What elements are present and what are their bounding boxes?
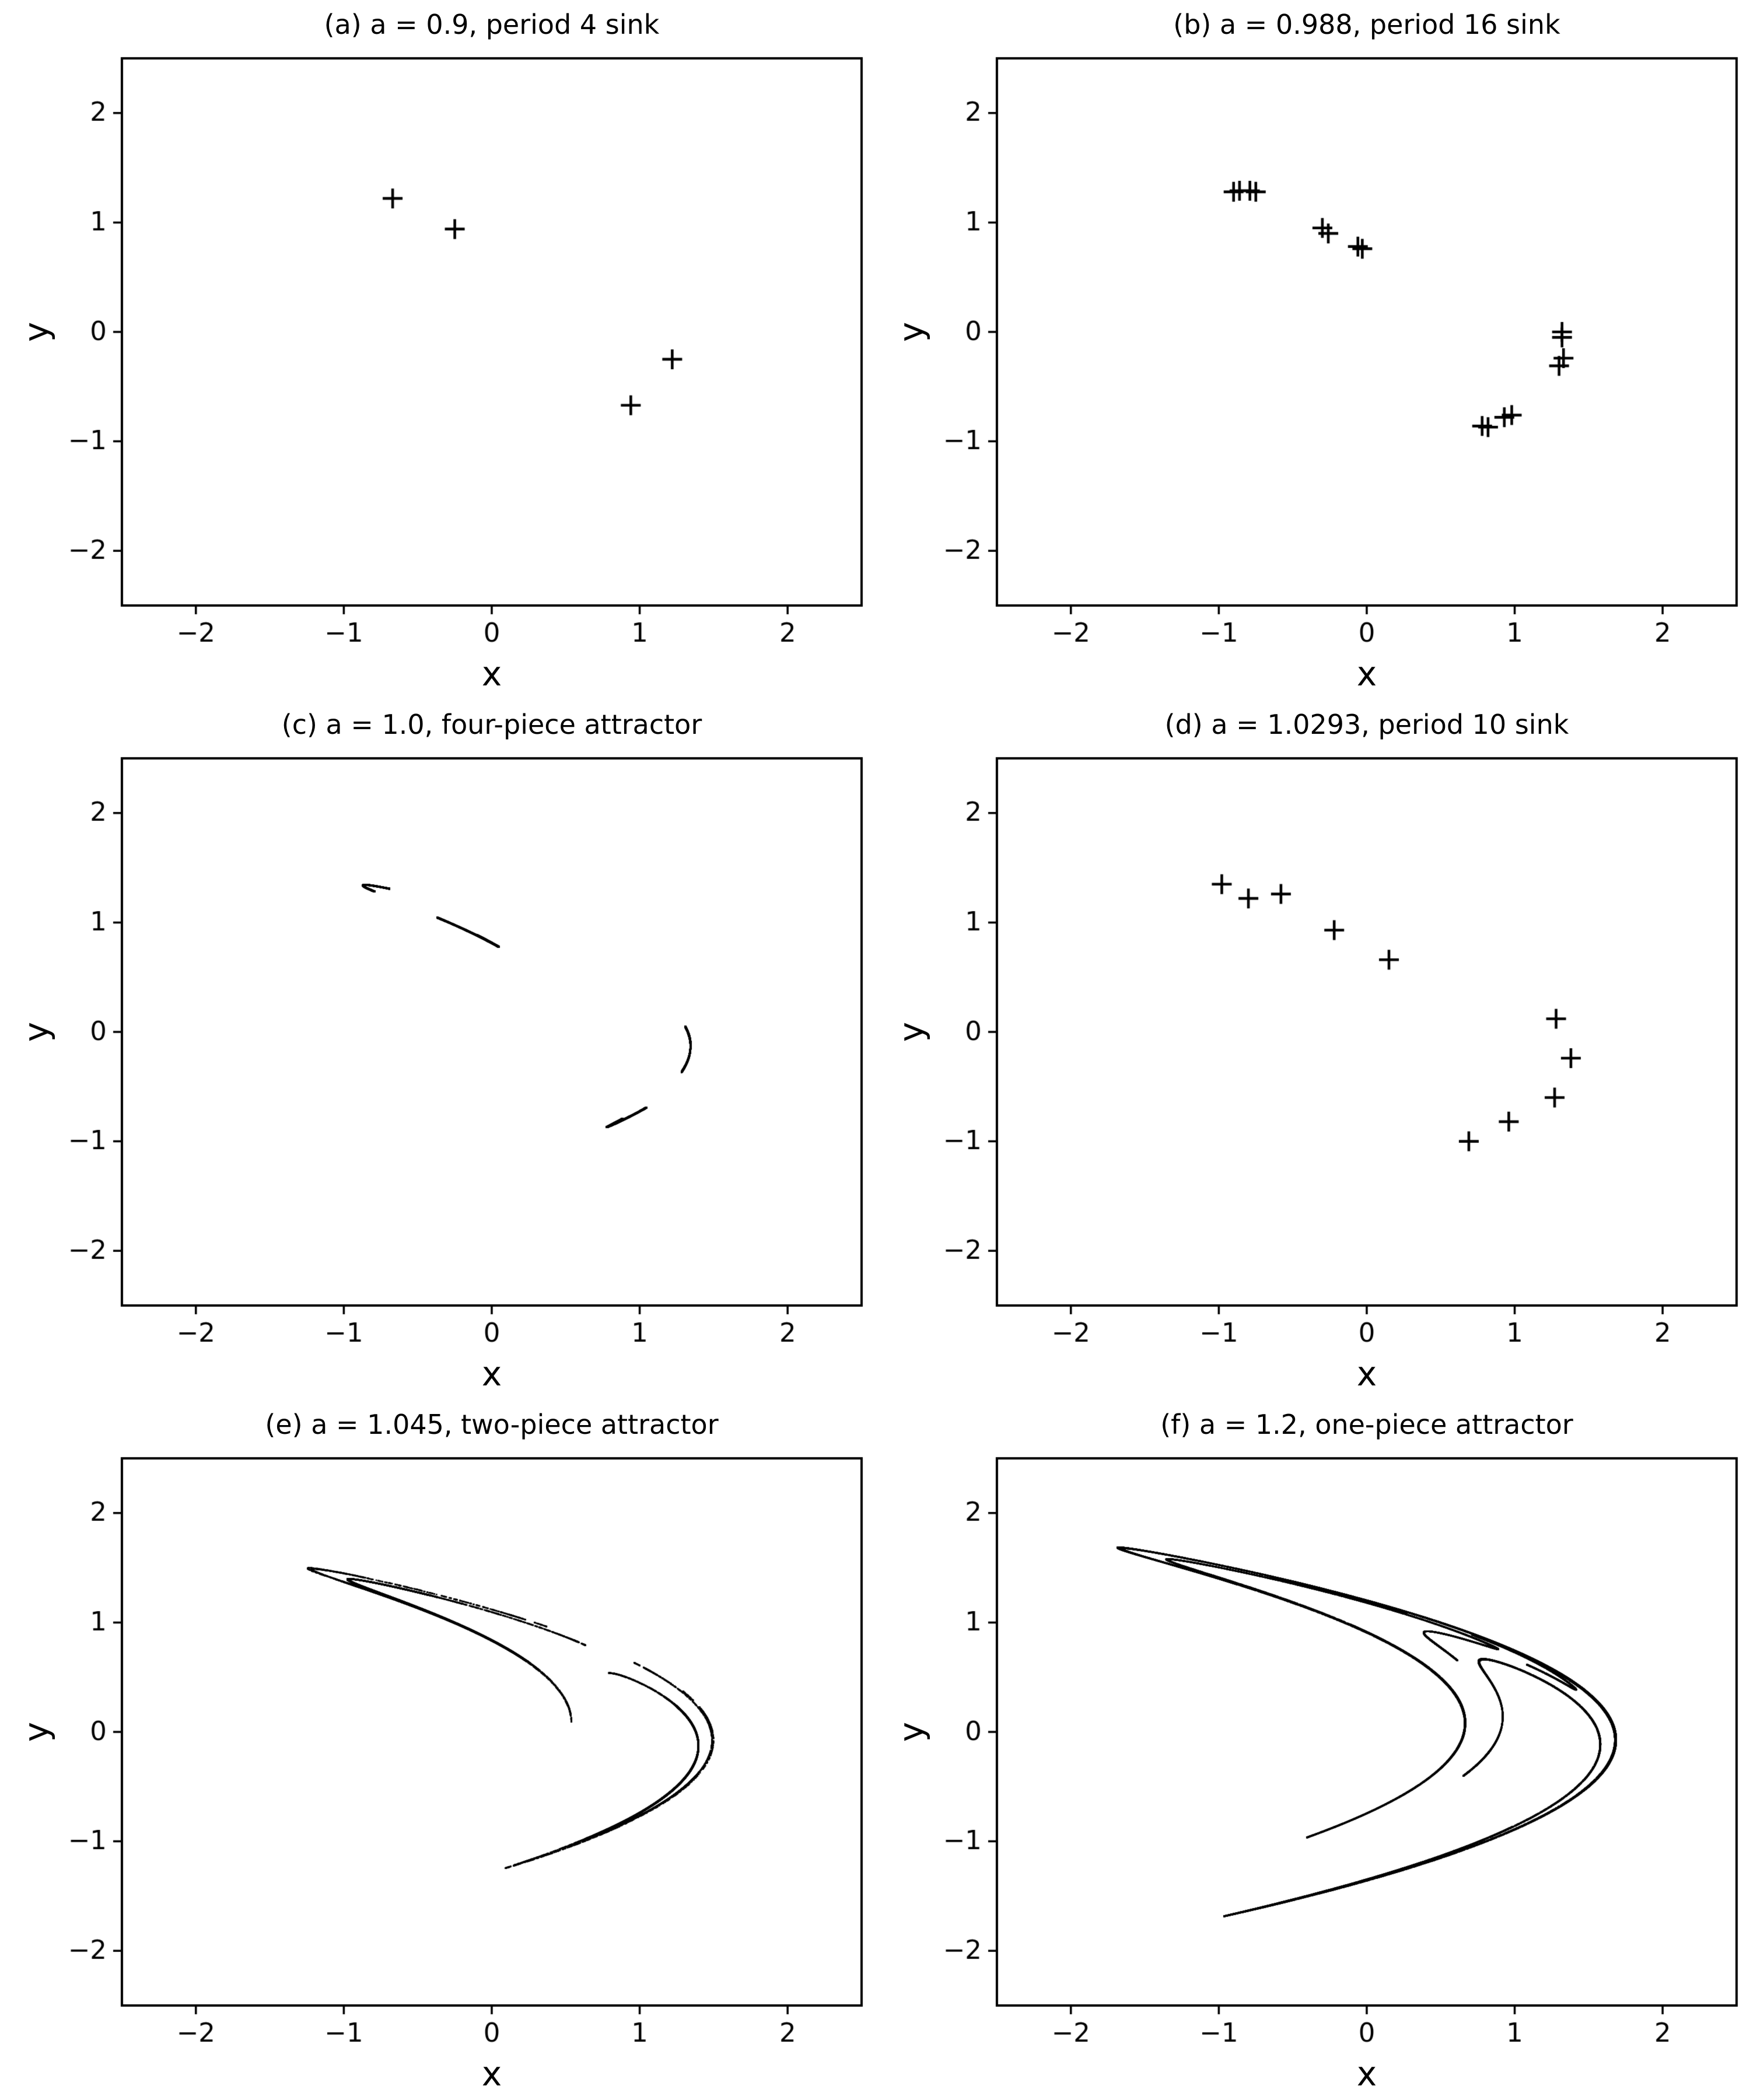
panel-f: (f) a = 1.2, one-piece attractor x y xyxy=(875,1400,1750,2100)
panel-c-xlabel: x xyxy=(481,1354,502,1394)
plot-canvas-a xyxy=(0,0,875,700)
panel-c: (c) a = 1.0, four-piece attractor x y xyxy=(0,700,875,1400)
plot-canvas-e xyxy=(0,1400,875,2100)
panel-b-xlabel: x xyxy=(1356,654,1377,694)
panel-a-xlabel: x xyxy=(481,654,502,694)
panel-b-title: (b) a = 0.988, period 16 sink xyxy=(1173,9,1560,40)
panel-e-xlabel: x xyxy=(481,2054,502,2094)
panel-a-ylabel: y xyxy=(16,321,56,342)
plot-canvas-b xyxy=(875,0,1750,700)
plot-canvas-d xyxy=(875,700,1750,1400)
panel-f-xlabel: x xyxy=(1356,2054,1377,2094)
panel-e-title: (e) a = 1.045, two-piece attractor xyxy=(265,1409,719,1440)
panel-d-ylabel: y xyxy=(891,1021,931,1042)
panel-e: (e) a = 1.045, two-piece attractor x y xyxy=(0,1400,875,2100)
plot-canvas-c xyxy=(0,700,875,1400)
panel-a: (a) a = 0.9, period 4 sink x y xyxy=(0,0,875,700)
panel-b-ylabel: y xyxy=(891,321,931,342)
panel-d: (d) a = 1.0293, period 10 sink x y xyxy=(875,700,1750,1400)
panel-c-title: (c) a = 1.0, four-piece attractor xyxy=(281,709,702,740)
panel-a-title: (a) a = 0.9, period 4 sink xyxy=(324,9,660,40)
plot-canvas-f xyxy=(875,1400,1750,2100)
panel-e-ylabel: y xyxy=(16,1721,56,1742)
panel-f-ylabel: y xyxy=(891,1721,931,1742)
panel-b: (b) a = 0.988, period 16 sink x y xyxy=(875,0,1750,700)
panel-d-xlabel: x xyxy=(1356,1354,1377,1394)
panel-f-title: (f) a = 1.2, one-piece attractor xyxy=(1160,1409,1573,1440)
panel-d-title: (d) a = 1.0293, period 10 sink xyxy=(1164,709,1569,740)
panel-c-ylabel: y xyxy=(16,1021,56,1042)
